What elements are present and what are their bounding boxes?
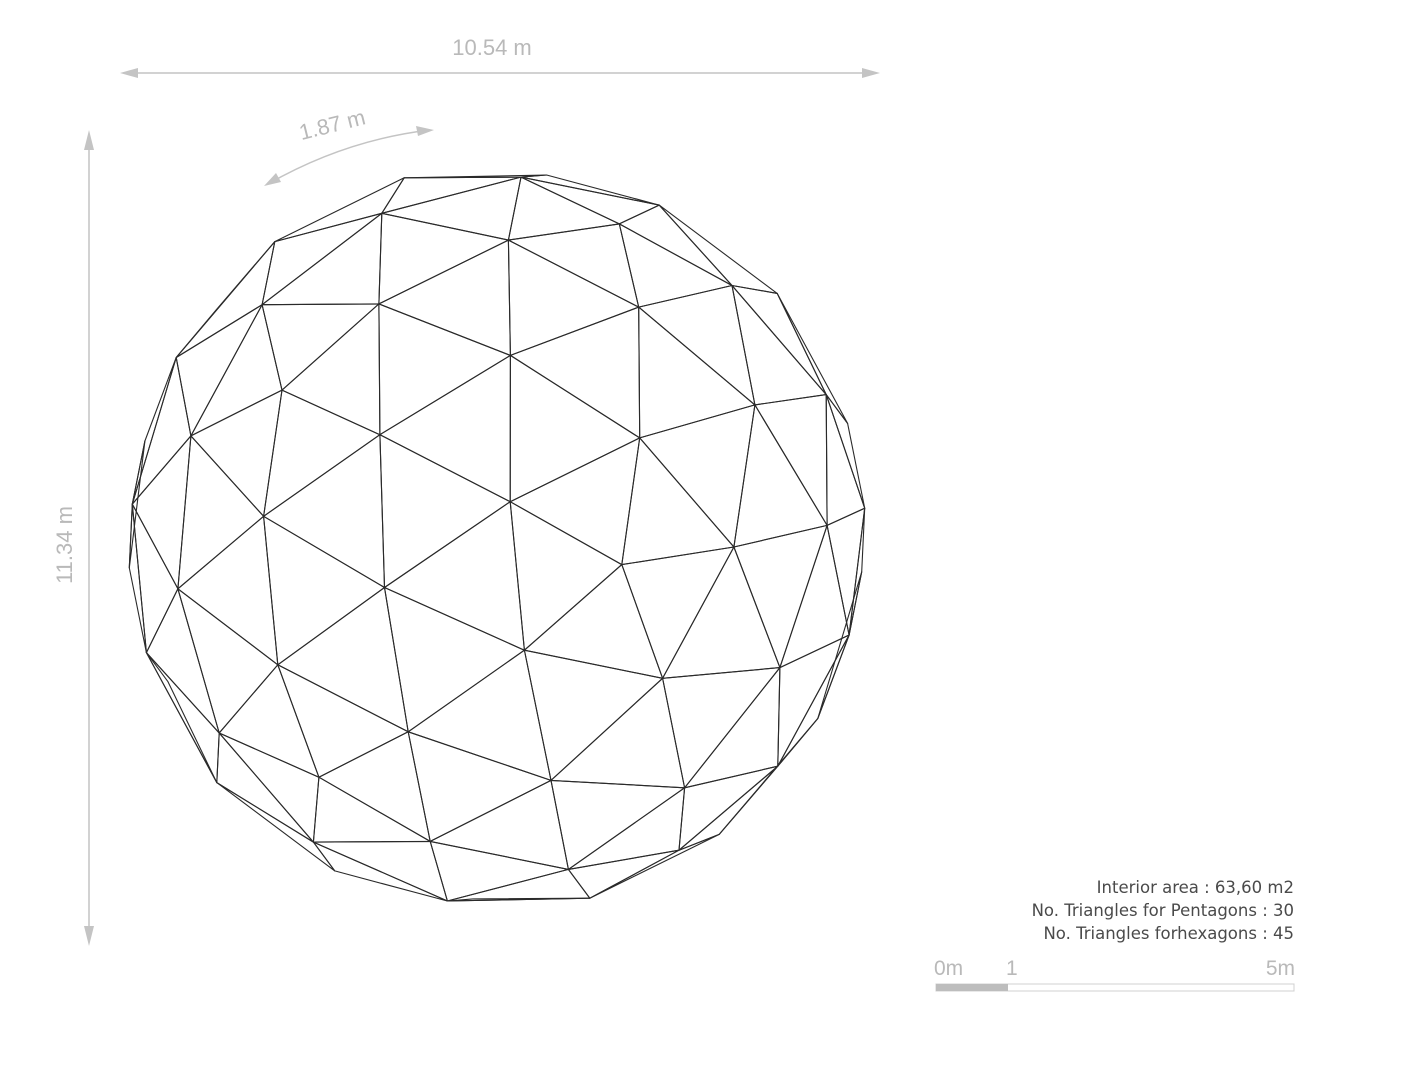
dome-triangle xyxy=(733,524,828,669)
dome-triangle xyxy=(779,524,850,669)
dome-triangle xyxy=(550,677,686,789)
dome-triangle xyxy=(190,389,283,517)
dome-triangle xyxy=(848,507,866,636)
dome-triangle xyxy=(509,501,623,651)
dome-triangle xyxy=(277,586,409,733)
dome-triangle xyxy=(312,841,448,902)
dome-triangle xyxy=(379,434,511,589)
dome-triangle xyxy=(378,212,509,305)
info-block: Interior area : 63,60 m2 No. Triangles f… xyxy=(1032,876,1294,945)
dome-triangle xyxy=(263,434,386,589)
dome-triangle xyxy=(383,586,525,733)
dome-triangle xyxy=(175,241,276,359)
dome-triangle xyxy=(754,394,828,526)
dome-triangle xyxy=(658,204,778,294)
dome-triangle xyxy=(446,897,591,902)
dome-triangle xyxy=(429,779,569,870)
dome-triangle xyxy=(378,303,511,436)
dome-triangle xyxy=(281,303,381,436)
dome-triangle xyxy=(145,652,218,784)
dome-triangle xyxy=(177,435,265,590)
dome-triangle xyxy=(218,732,320,843)
dome-triangle xyxy=(618,223,733,308)
dome-triangle xyxy=(509,306,641,439)
dome-structure xyxy=(128,174,866,902)
scale-label-start: 0m xyxy=(934,957,963,980)
dome-triangle xyxy=(261,303,380,391)
dome-triangle xyxy=(826,507,866,636)
dome-triangle xyxy=(407,731,552,842)
dome-triangle xyxy=(507,239,640,356)
dome-triangle xyxy=(177,588,279,734)
dome-triangle xyxy=(638,284,756,406)
dome-triangle xyxy=(216,732,314,843)
dome-triangle xyxy=(825,394,866,526)
hexagon-triangles-text: No. Triangles forhexagons : 45 xyxy=(1043,924,1294,943)
dome-triangle xyxy=(263,515,386,666)
dome-triangle xyxy=(261,212,383,306)
width-dimension: 10.54 m xyxy=(120,35,880,78)
dome-triangle xyxy=(589,833,720,899)
dome-triangle xyxy=(731,284,827,406)
dome-triangle xyxy=(509,437,641,566)
dome-triangle xyxy=(621,546,735,679)
dome-triangle xyxy=(381,176,522,241)
dome-triangle xyxy=(263,389,381,517)
dome-triangle xyxy=(216,782,336,872)
dome-triangle xyxy=(128,440,146,569)
dome-triangle xyxy=(429,840,569,902)
scale-label-mid: 1 xyxy=(1006,957,1018,980)
edge-dimension: 1.87 m xyxy=(264,104,434,186)
dome-triangle xyxy=(733,404,828,548)
dome-triangle xyxy=(523,649,664,781)
pentagon-triangles-text: No. Triangles for Pentagons : 30 xyxy=(1031,901,1294,920)
height-dimension: 11.34 m xyxy=(52,130,94,946)
dome-triangle xyxy=(550,779,686,870)
dome-triangle xyxy=(274,177,405,243)
dome-triangle xyxy=(218,664,320,778)
dome-triangle xyxy=(817,571,863,720)
dome-triangle xyxy=(776,292,849,424)
dome-triangle xyxy=(662,546,781,679)
dome-triangle xyxy=(520,176,660,225)
dome-triangle xyxy=(639,404,756,548)
interior-area-text: Interior area : 63,60 m2 xyxy=(1096,878,1294,897)
dome-triangle xyxy=(131,356,177,505)
dome-triangle xyxy=(175,304,263,437)
dome-triangle xyxy=(277,664,409,778)
dome-triangle xyxy=(507,223,640,308)
dome-triangle xyxy=(777,634,850,767)
scale-bar: 0m 1 5m xyxy=(934,957,1295,992)
edge-label: 1.87 m xyxy=(297,104,368,145)
dome-triangle xyxy=(312,776,431,843)
scale-bar-fill xyxy=(936,984,1008,991)
dome-triangle xyxy=(131,356,192,505)
dome-triangle xyxy=(379,354,511,503)
dome-triangle xyxy=(621,437,735,566)
height-label: 11.34 m xyxy=(52,506,77,584)
dome-triangle xyxy=(507,176,620,241)
dome-triangle xyxy=(446,868,591,902)
dome-triangle xyxy=(678,765,779,851)
dome-triangle xyxy=(407,649,552,781)
dome-triangle xyxy=(383,501,525,651)
scale-label-end: 5m xyxy=(1266,957,1295,980)
width-label: 10.54 m xyxy=(452,35,532,60)
dome-triangle xyxy=(509,354,641,503)
dome-triangle xyxy=(378,239,511,356)
dome-triangle xyxy=(638,306,756,439)
